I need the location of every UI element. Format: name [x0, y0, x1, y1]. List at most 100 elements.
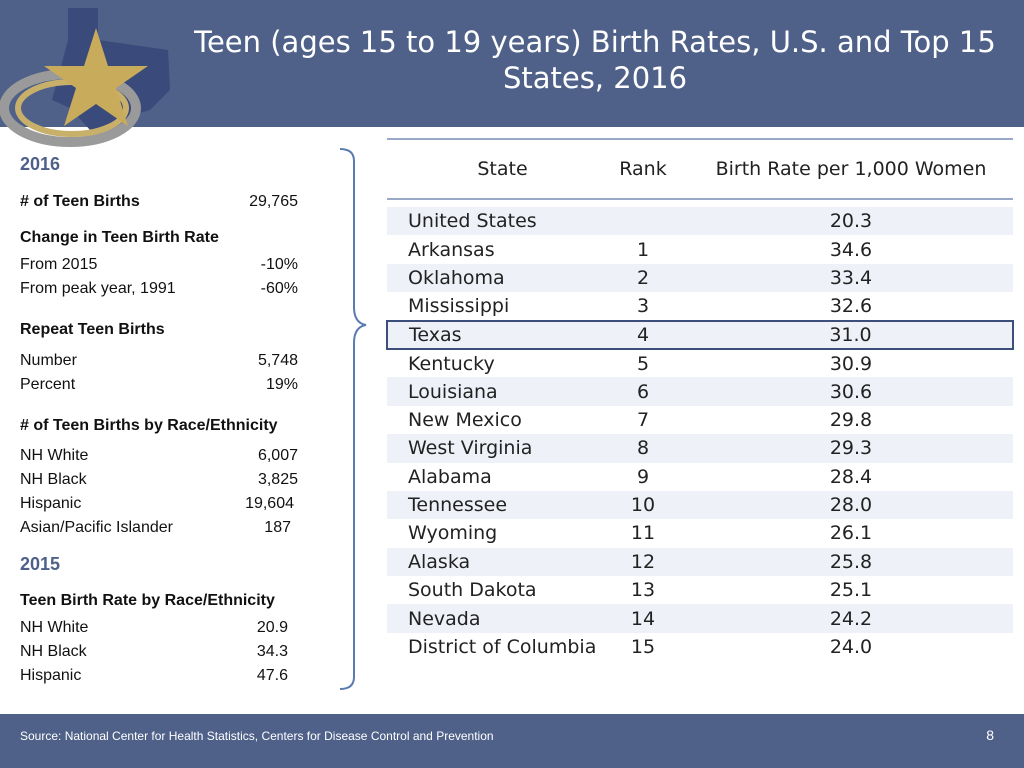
cell-state: Oklahoma [387, 263, 597, 293]
cell-rank: 11 [630, 522, 656, 545]
year-2016-heading: 2016 [20, 154, 61, 174]
cell-rank: 15 [630, 636, 656, 659]
footer-bar: Source: National Center for Health Stati… [0, 714, 1024, 768]
table-row: Oklahoma 2 33.4 [387, 263, 1013, 293]
cell-rate: 32.6 [829, 294, 873, 317]
table-row: District of Columbia 15 24.0 [387, 633, 1013, 661]
cell-state: Nevada [387, 604, 597, 633]
rate-row-value: 34.3 [256, 643, 288, 660]
curly-brace [339, 148, 367, 690]
table-row: West Virginia 8 29.3 [387, 434, 1013, 463]
rate-row-label: NH Black [20, 643, 87, 660]
race-row-value: 6,007 [257, 447, 298, 464]
rate-heading: Teen Birth Rate by Race/Ethnicity [20, 592, 275, 609]
table-row: Kentucky 5 30.9 [387, 349, 1013, 377]
rate-row-value: 47.6 [256, 667, 288, 684]
cell-state: United States [387, 207, 597, 236]
cell-rate: 25.8 [689, 547, 1013, 577]
table-row: Alabama 9 28.4 [387, 463, 1013, 491]
rate-row-value: 20.9 [256, 619, 288, 636]
teen-births-label: # of Teen Births [20, 193, 140, 210]
page-number: 8 [986, 727, 994, 743]
cell-rank: 6 [597, 377, 689, 406]
table-row: Nevada 14 24.2 [387, 604, 1013, 633]
cell-rate: 29.8 [829, 408, 873, 431]
table-row: Louisiana 6 30.6 [387, 377, 1013, 406]
rate-row-label: Hispanic [20, 667, 82, 684]
table-row: United States 20.3 [387, 207, 1013, 236]
race-heading: # of Teen Births by Race/Ethnicity [20, 417, 278, 434]
cell-rank: 3 [636, 294, 650, 317]
page-title: Teen (ages 15 to 19 years) Birth Rates, … [194, 25, 996, 95]
cell-rate: 29.3 [689, 434, 1013, 463]
race-row-label: Hispanic [20, 495, 82, 512]
cell-rate: 25.1 [829, 579, 873, 602]
table-row: Arkansas 1 34.6 [387, 235, 1013, 263]
table-header-row: State Rank Birth Rate per 1,000 Women [387, 138, 1013, 200]
table-row: New Mexico 7 29.8 [387, 406, 1013, 434]
cell-rank [597, 207, 689, 236]
race-row-label: NH Black [20, 471, 87, 488]
cell-rate: 33.4 [689, 263, 1013, 293]
table-row: Mississippi 3 32.6 [387, 292, 1013, 320]
cell-rate: 34.6 [829, 238, 873, 261]
cell-rate: 26.1 [829, 522, 873, 545]
table-row: South Dakota 13 25.1 [387, 576, 1013, 604]
cell-state: Alabama [408, 465, 492, 488]
change-row-label: From peak year, 1991 [20, 280, 176, 297]
cell-rate: 28.0 [689, 490, 1013, 520]
table-row: Texas 4 31.0 [386, 319, 1014, 350]
cell-rank: 4 [597, 319, 689, 350]
race-row-value: 3,825 [257, 471, 298, 488]
cell-rate: 24.2 [689, 604, 1013, 633]
repeat-heading: Repeat Teen Births [20, 321, 165, 338]
table-row: Tennessee 10 28.0 [387, 490, 1013, 520]
cell-rate: 30.6 [689, 377, 1013, 406]
repeat-row-value: 19% [265, 376, 298, 393]
cell-rate: 31.0 [689, 319, 1014, 350]
table-row: Wyoming 11 26.1 [387, 519, 1013, 547]
col-header-state: State [387, 138, 597, 200]
race-row-value: 19,604 [245, 495, 294, 512]
col-header-rank: Rank [597, 138, 689, 200]
repeat-row-value: 5,748 [257, 352, 298, 369]
cell-rank: 9 [636, 465, 650, 488]
change-row-label: From 2015 [20, 256, 98, 273]
cell-state: Mississippi [408, 294, 510, 317]
cell-state: Louisiana [387, 377, 597, 406]
cell-state: Alaska [387, 547, 597, 577]
teen-births-value: 29,765 [249, 193, 298, 210]
cell-rank: 8 [597, 434, 689, 463]
cell-state: South Dakota [408, 579, 537, 602]
col-header-rate: Birth Rate per 1,000 Women [689, 138, 1013, 200]
race-row-value: 187 [264, 519, 291, 536]
race-row-label: Asian/Pacific Islander [20, 519, 173, 536]
change-heading: Change in Teen Birth Rate [20, 229, 219, 246]
cell-rank: 2 [597, 263, 689, 293]
cell-rank: 14 [597, 604, 689, 633]
change-row-value: -10% [260, 256, 298, 273]
cell-rate: 28.4 [829, 465, 873, 488]
repeat-row-label: Percent [20, 376, 76, 393]
header-bar [0, 0, 1024, 127]
source-note: Source: National Center for Health Stati… [20, 729, 494, 743]
cell-state: Arkansas [408, 238, 495, 261]
texas-star-logo [0, 8, 170, 147]
cell-rate: 24.0 [829, 636, 873, 659]
cell-rank: 5 [636, 352, 650, 375]
cell-state: Texas [386, 319, 597, 350]
cell-state: District of Columbia [408, 636, 597, 659]
cell-rank: 13 [630, 579, 656, 602]
cell-state: New Mexico [408, 408, 522, 431]
cell-state: Wyoming [408, 522, 498, 545]
table-row: Alaska 12 25.8 [387, 547, 1013, 577]
rate-row-label: NH White [20, 619, 89, 636]
cell-state: Tennessee [387, 490, 597, 520]
change-row-value: -60% [260, 280, 298, 297]
birth-rate-table: State Rank Birth Rate per 1,000 Women Un… [386, 138, 1014, 661]
cell-rank: 7 [636, 408, 650, 431]
repeat-row-label: Number [20, 352, 77, 369]
cell-rate: 30.9 [829, 352, 873, 375]
cell-rank: 12 [597, 547, 689, 577]
cell-state: West Virginia [387, 434, 597, 463]
